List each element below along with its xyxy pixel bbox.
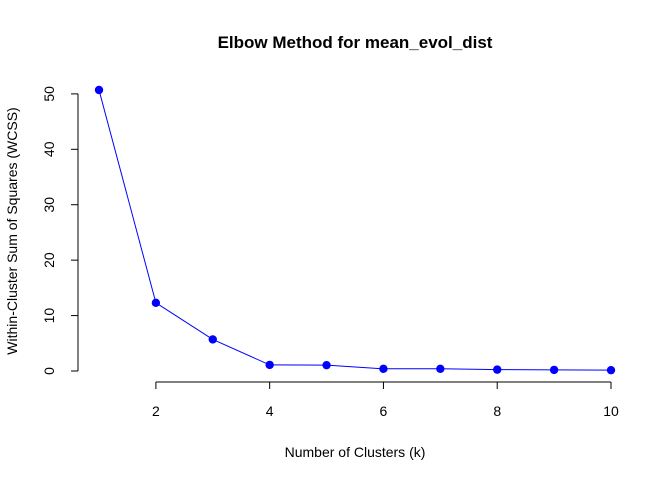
x-tick-label: 10 [603, 403, 619, 419]
series-line [98, 89, 612, 371]
plot-series [94, 85, 616, 375]
x-tick-label: 6 [380, 403, 388, 419]
data-point [208, 335, 217, 344]
y-tick-label: 50 [41, 86, 57, 102]
data-point [549, 365, 559, 375]
y-tick-label: 0 [41, 367, 57, 375]
y-tick-label: 20 [41, 252, 57, 268]
x-axis-label: Number of Clusters (k) [285, 444, 426, 460]
axes: 2 4 6 8 10 0 10 20 30 40 50 [41, 86, 619, 419]
data-point [94, 85, 104, 95]
x-axis-ticks: 2 4 6 8 10 [152, 382, 619, 419]
y-tick-label: 40 [41, 141, 57, 157]
data-point [322, 360, 331, 370]
data-point [151, 298, 161, 308]
series-points [94, 85, 616, 375]
y-axis-label: Within-Cluster Sum of Squares (WCSS) [4, 107, 20, 354]
data-point [265, 360, 274, 370]
data-point [493, 365, 502, 374]
x-tick-label: 4 [266, 403, 274, 419]
y-tick-label: 10 [41, 308, 57, 324]
y-axis-ticks: 0 10 20 30 40 50 [41, 86, 78, 375]
data-point [436, 364, 445, 373]
data-point [606, 365, 616, 375]
chart-title: Elbow Method for mean_evol_dist [218, 33, 493, 52]
x-tick-label: 2 [152, 403, 160, 419]
x-tick-label: 8 [493, 403, 501, 419]
y-tick-label: 30 [41, 197, 57, 213]
data-point [379, 364, 388, 373]
